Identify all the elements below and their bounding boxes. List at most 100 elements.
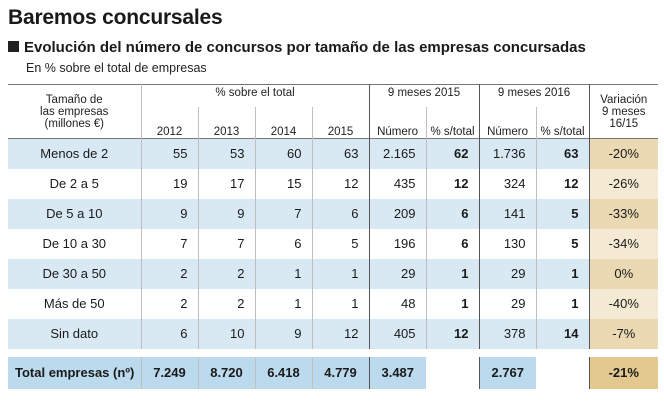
numero-header: Número bbox=[368, 106, 427, 139]
pct-total-header: % s/total bbox=[535, 106, 590, 139]
data-cell: 12 bbox=[425, 318, 480, 349]
size-header: Tamaño de las empresas (millones €) bbox=[8, 85, 141, 139]
total-variation: -21% bbox=[588, 356, 659, 389]
data-cell: 209 bbox=[368, 198, 427, 229]
data-cell: 324 bbox=[478, 168, 537, 199]
data-cell: 1 bbox=[254, 288, 312, 319]
m2015-group-header: 9 meses 2015 bbox=[368, 84, 480, 107]
row-label: De 30 a 50 bbox=[8, 258, 141, 289]
variation-cell: -20% bbox=[588, 138, 659, 169]
table-body: Menos de 2 55 53 60 63 2.165 62 1.736 63 -20% De 2… bbox=[8, 138, 659, 349]
total-cell: 8.720 bbox=[197, 356, 255, 389]
table-row: De 10 a 30 7 7 6 5 196 6 130 5 -34% bbox=[8, 228, 659, 259]
data-cell: 7 bbox=[254, 198, 312, 229]
header-row-bottom: 2012 2013 2014 2015 Número % s/total Núm… bbox=[8, 106, 658, 139]
data-cell: 17 bbox=[197, 168, 255, 199]
data-cell: 141 bbox=[478, 198, 537, 229]
pct-group-header: % sobre el total bbox=[140, 84, 370, 107]
table-row: Más de 50 2 2 1 1 48 1 29 1 -40% bbox=[8, 288, 659, 319]
variation-header-line1: Variación bbox=[600, 93, 648, 106]
data-cell: 48 bbox=[368, 288, 427, 319]
variation-cell: -40% bbox=[588, 288, 659, 319]
data-cell: 15 bbox=[254, 168, 312, 199]
size-header-line1: Tamaño de bbox=[45, 93, 103, 106]
total-cell: 6.418 bbox=[254, 356, 312, 389]
data-cell: 12 bbox=[425, 168, 480, 199]
total-cell: 2.767 bbox=[478, 356, 537, 389]
data-cell: 60 bbox=[254, 138, 312, 169]
variation-cell: -7% bbox=[588, 318, 659, 349]
variation-cell: -33% bbox=[588, 198, 659, 229]
data-cell: 7 bbox=[197, 228, 255, 259]
data-cell: 1 bbox=[535, 258, 590, 289]
variation-header: Variación 9 meses 16/15 bbox=[588, 84, 659, 139]
row-label: De 10 a 30 bbox=[8, 228, 141, 259]
data-cell: 62 bbox=[425, 138, 480, 169]
subtitle-text: Evolución del número de concursos por ta… bbox=[24, 39, 586, 56]
data-cell: 6 bbox=[254, 228, 312, 259]
data-cell: 9 bbox=[140, 198, 198, 229]
page-title: Baremos concursales bbox=[8, 6, 223, 29]
table-row: De 2 a 5 19 17 15 12 435 12 324 12 -26% bbox=[8, 168, 659, 199]
data-cell: 1 bbox=[311, 258, 370, 289]
data-cell: 9 bbox=[254, 318, 312, 349]
total-cell: 4.779 bbox=[311, 356, 370, 389]
table-row: Sin dato 6 10 9 12 405 12 378 14 -7% bbox=[8, 318, 659, 349]
data-cell: 7 bbox=[140, 228, 198, 259]
year-header: 2013 bbox=[197, 106, 255, 139]
data-cell: 1.736 bbox=[478, 138, 537, 169]
total-cell: 3.487 bbox=[368, 356, 427, 389]
spacer-row bbox=[8, 348, 659, 357]
data-cell: 2 bbox=[197, 288, 255, 319]
total-empty-cell bbox=[426, 356, 480, 389]
row-label: De 5 a 10 bbox=[8, 198, 141, 229]
data-table: Tamaño de las empresas (millones €) % so… bbox=[8, 84, 659, 389]
variation-header-line2: 9 meses bbox=[602, 105, 646, 118]
data-cell: 5 bbox=[535, 228, 590, 259]
table-row: De 30 a 50 2 2 1 1 29 1 29 1 0% bbox=[8, 258, 659, 289]
variation-header-line3: 16/15 bbox=[609, 117, 639, 130]
data-cell: 1 bbox=[535, 288, 590, 319]
data-cell: 196 bbox=[368, 228, 427, 259]
variation-cell: -26% bbox=[588, 168, 659, 199]
total-empty-cell bbox=[536, 356, 590, 389]
data-cell: 63 bbox=[535, 138, 590, 169]
data-cell: 55 bbox=[140, 138, 198, 169]
table-row: De 5 a 10 9 9 7 6 209 6 141 5 -33% bbox=[8, 198, 659, 229]
table-row: Menos de 2 55 53 60 63 2.165 62 1.736 63 -20% bbox=[8, 138, 659, 169]
row-label: Sin dato bbox=[8, 318, 141, 349]
size-header-line3: (millones €) bbox=[44, 117, 104, 130]
data-cell: 130 bbox=[478, 228, 537, 259]
header-row-top: Tamaño de las empresas (millones €) % so… bbox=[8, 84, 659, 139]
data-cell: 2 bbox=[140, 288, 198, 319]
data-cell: 63 bbox=[311, 138, 370, 169]
data-cell: 12 bbox=[311, 318, 370, 349]
data-cell: 53 bbox=[197, 138, 255, 169]
table-subtitle: Evolución del número de concursos por ta… bbox=[8, 39, 586, 56]
data-cell: 10 bbox=[197, 318, 255, 349]
data-cell: 29 bbox=[478, 288, 537, 319]
data-cell: 1 bbox=[425, 288, 480, 319]
size-header-line2: las empresas bbox=[40, 105, 109, 118]
data-cell: 12 bbox=[535, 168, 590, 199]
data-cell: 1 bbox=[425, 258, 480, 289]
numero-header: Número bbox=[478, 106, 537, 139]
data-cell: 405 bbox=[368, 318, 427, 349]
data-cell: 1 bbox=[254, 258, 312, 289]
data-cell: 14 bbox=[535, 318, 590, 349]
data-cell: 6 bbox=[140, 318, 198, 349]
data-cell: 1 bbox=[311, 288, 370, 319]
row-label: Más de 50 bbox=[8, 288, 141, 319]
data-cell: 5 bbox=[535, 198, 590, 229]
data-cell: 12 bbox=[311, 168, 370, 199]
total-row: Total empresas (nº) 7.249 8.720 6.418 4.… bbox=[8, 356, 659, 389]
variation-cell: -34% bbox=[588, 228, 659, 259]
total-cell: 7.249 bbox=[140, 356, 198, 389]
unit-note: En % sobre el total de empresas bbox=[26, 61, 207, 75]
data-cell: 2 bbox=[197, 258, 255, 289]
data-cell: 29 bbox=[368, 258, 427, 289]
square-bullet-icon bbox=[8, 41, 19, 52]
data-cell: 2.165 bbox=[368, 138, 427, 169]
total-label: Total empresas (nº) bbox=[8, 356, 141, 389]
data-cell: 19 bbox=[140, 168, 198, 199]
